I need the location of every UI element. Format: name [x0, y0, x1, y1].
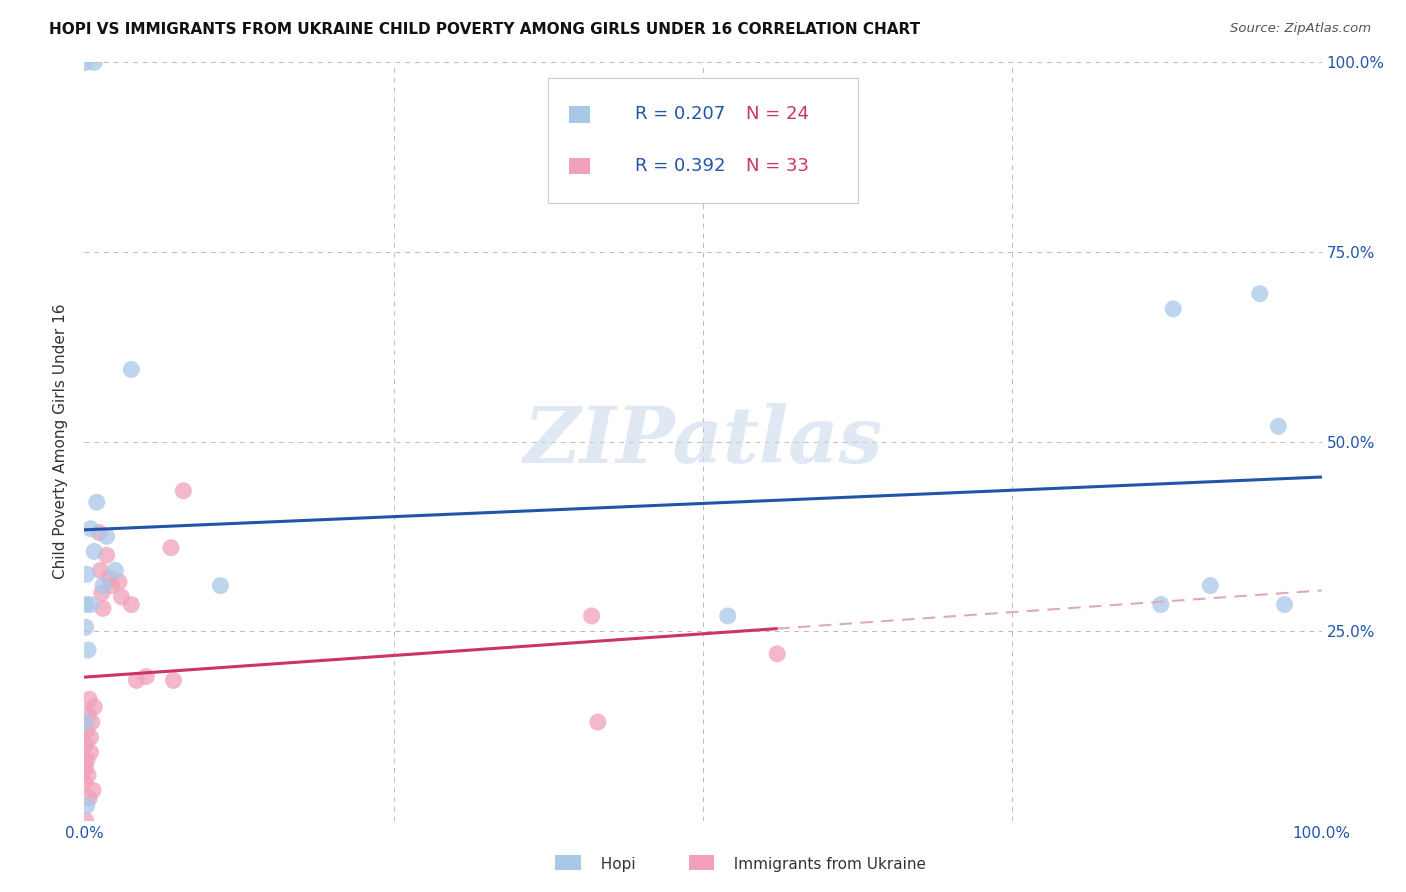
Y-axis label: Child Poverty Among Girls Under 16: Child Poverty Among Girls Under 16 [53, 304, 69, 579]
Point [76, 798, 98, 813]
Point [98, 571, 121, 585]
Point [75, 738, 97, 752]
Point [79, 791, 101, 805]
Point [90, 586, 112, 600]
Point [76, 723, 98, 737]
Point [586, 715, 609, 730]
Point [83, 699, 105, 714]
Point [96, 529, 118, 543]
Point [91, 579, 114, 593]
Text: HOPI VS IMMIGRANTS FROM UKRAINE CHILD POVERTY AMONG GIRLS UNDER 16 CORRELATION C: HOPI VS IMMIGRANTS FROM UKRAINE CHILD PO… [49, 22, 921, 37]
Point [79, 522, 101, 536]
Point [79, 746, 101, 760]
Point [1150, 598, 1173, 612]
Point [79, 598, 101, 612]
Point [75, 620, 97, 634]
Point [110, 590, 132, 604]
Text: Hopi: Hopi [591, 857, 636, 872]
FancyBboxPatch shape [569, 158, 591, 174]
Point [766, 647, 789, 661]
Point [1267, 419, 1289, 434]
Text: N = 33: N = 33 [747, 157, 810, 175]
Point [1274, 598, 1296, 612]
Point [120, 362, 142, 376]
Text: Immigrants from Ukraine: Immigrants from Ukraine [724, 857, 927, 872]
Point [77, 768, 100, 782]
Point [91, 601, 114, 615]
Text: R = 0.392: R = 0.392 [636, 157, 725, 175]
Point [89, 525, 111, 540]
Point [1199, 579, 1222, 593]
Point [104, 564, 127, 578]
Point [172, 483, 194, 498]
Point [79, 692, 101, 706]
Text: R = 0.207: R = 0.207 [636, 105, 725, 123]
Text: Source: ZipAtlas.com: Source: ZipAtlas.com [1230, 22, 1371, 36]
Point [96, 548, 118, 563]
Point [209, 579, 232, 593]
Point [120, 598, 142, 612]
Point [581, 608, 603, 623]
Text: N = 24: N = 24 [747, 105, 810, 123]
Point [1249, 286, 1271, 301]
FancyBboxPatch shape [569, 106, 591, 122]
Point [75, 598, 97, 612]
Point [75, 55, 97, 70]
Point [75, 715, 97, 730]
Point [86, 495, 108, 509]
Point [1161, 301, 1184, 316]
Point [77, 707, 100, 722]
Point [76, 753, 98, 767]
Point [77, 643, 100, 657]
Point [160, 541, 183, 555]
Point [75, 814, 97, 828]
Point [162, 673, 184, 688]
Text: ZIPatlas: ZIPatlas [523, 403, 883, 480]
Point [125, 673, 148, 688]
Point [80, 715, 103, 730]
Point [83, 55, 105, 70]
Point [717, 608, 740, 623]
FancyBboxPatch shape [548, 78, 858, 202]
Point [135, 669, 157, 683]
Point [82, 783, 104, 797]
Point [89, 564, 111, 578]
Point [79, 730, 101, 744]
Point [76, 567, 98, 582]
Point [108, 574, 131, 589]
Point [100, 579, 122, 593]
Point [83, 544, 105, 558]
Point [73, 775, 96, 790]
Point [75, 760, 97, 774]
